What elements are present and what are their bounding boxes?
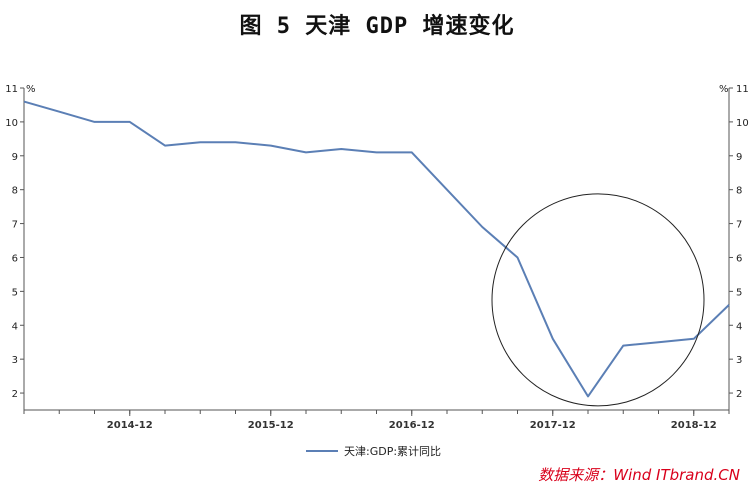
y-tick-label-left: 7	[12, 220, 18, 231]
data-point	[305, 151, 308, 154]
y-unit-right: %	[719, 84, 729, 95]
data-point	[481, 225, 484, 228]
chart-annotation	[491, 193, 705, 407]
x-tick-label: 2017-12	[530, 420, 576, 431]
y-tick-label-left: 11	[5, 84, 18, 95]
source-note: 数据来源：Wind ITbrand.CN	[538, 466, 740, 484]
y-tick-label-left: 10	[5, 118, 18, 129]
data-point	[622, 344, 625, 347]
y-tick-label-right: 2	[736, 389, 742, 400]
y-tick-label-left: 2	[12, 389, 18, 400]
y-tick-label-right: 5	[736, 287, 742, 298]
y-tick-label-right: 9	[736, 152, 742, 163]
y-tick-label-right: 3	[736, 355, 742, 366]
y-tick-label-right: 8	[736, 186, 742, 197]
y-tick-label-left: 4	[12, 321, 18, 332]
data-point	[692, 337, 695, 340]
highlight-circle	[491, 193, 705, 407]
x-tick-label: 2014-12	[107, 420, 153, 431]
y-tick-label-left: 5	[12, 287, 18, 298]
y-tick-label-right: 10	[736, 118, 749, 129]
x-tick-label: 2018-12	[671, 420, 717, 431]
series-line	[23, 100, 730, 398]
x-tick-label: 2015-12	[248, 420, 294, 431]
chart-series	[23, 100, 731, 398]
y-tick-label-left: 9	[12, 152, 18, 163]
data-point	[340, 148, 343, 151]
data-point	[375, 151, 378, 154]
data-point	[516, 256, 519, 259]
y-tick-label-right: 11	[736, 84, 749, 95]
chart-title: 图 5 天津 GDP 增速变化	[239, 14, 515, 39]
data-point	[657, 341, 660, 344]
data-point	[269, 144, 272, 147]
data-point	[410, 151, 413, 154]
data-point	[164, 144, 167, 147]
y-tick-label-right: 6	[736, 253, 742, 264]
data-point	[128, 120, 131, 123]
legend: 天津:GDP:累计同比	[306, 443, 441, 459]
chart-ticks: % % 2 2 3 3 4 4 5 5 6 6 7 7 8 8 9 9 10 10 11 11 2014-12 2015-12…	[5, 84, 748, 431]
data-point	[446, 188, 449, 191]
y-tick-label-left: 8	[12, 186, 18, 197]
y-tick-label-right: 7	[736, 220, 742, 231]
data-point	[587, 395, 590, 398]
data-point	[551, 337, 554, 340]
legend-label: 天津:GDP:累计同比	[344, 445, 442, 458]
data-point	[199, 141, 202, 144]
data-point	[728, 303, 731, 306]
data-point	[93, 120, 96, 123]
y-tick-label-left: 6	[12, 253, 18, 264]
y-tick-label-left: 3	[12, 355, 18, 366]
y-tick-label-right: 4	[736, 321, 742, 332]
legend-swatch	[306, 450, 338, 452]
chart-axes	[23, 88, 730, 411]
y-unit-left: %	[26, 84, 36, 95]
x-tick-label: 2016-12	[389, 420, 435, 431]
data-point	[23, 100, 26, 103]
data-point	[58, 110, 61, 113]
data-point	[234, 141, 237, 144]
